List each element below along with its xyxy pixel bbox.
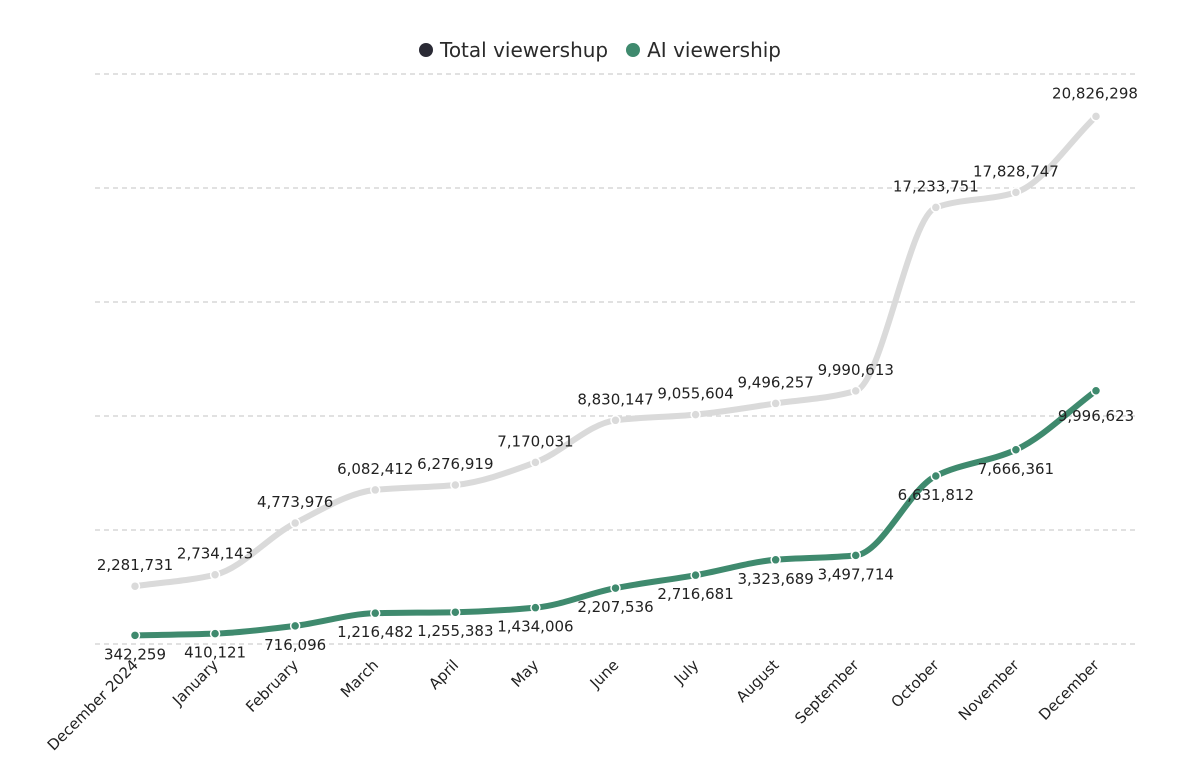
point-total[interactable] (209, 569, 221, 580)
point-total[interactable] (450, 479, 461, 491)
point-total[interactable] (690, 409, 701, 420)
point-total[interactable] (930, 202, 942, 213)
x-tick-label: January (168, 656, 222, 710)
data-label-total: 7,170,031 (497, 432, 573, 450)
point-ai[interactable] (1010, 444, 1022, 456)
point-ai[interactable] (690, 569, 701, 581)
data-label-total: 4,773,976 (257, 493, 333, 511)
x-tick-label: October (887, 656, 943, 712)
data-label-total: 8,830,147 (577, 390, 653, 408)
legend-item-total[interactable]: Total viewershup (419, 38, 608, 62)
data-label-total: 6,082,412 (337, 460, 413, 478)
legend-item-ai[interactable]: AI viewership (626, 38, 781, 62)
x-tick-label: March (337, 656, 382, 701)
point-ai[interactable] (289, 620, 301, 632)
x-axis-ticks: December 2024 January February March April Ma… (44, 656, 1104, 755)
data-label-total: 9,496,257 (737, 373, 813, 391)
legend-label-total: Total viewershup (440, 38, 609, 62)
x-tick-label: June (586, 656, 623, 693)
x-tick-label: July (670, 656, 703, 689)
data-label-ai: 6,631,812 (898, 486, 974, 504)
x-tick-label: December 2024 (44, 656, 142, 754)
legend: Total viewershup AI viewership (0, 38, 1200, 62)
data-label-ai: 716,096 (264, 636, 326, 654)
x-tick-label: April (425, 656, 462, 693)
point-total[interactable] (370, 484, 381, 496)
point-total[interactable] (289, 517, 301, 529)
data-label-ai: 1,216,482 (337, 623, 413, 641)
data-label-ai: 2,207,536 (577, 598, 653, 616)
data-label-ai: 3,323,689 (737, 570, 813, 588)
legend-label-ai: AI viewership (647, 38, 781, 62)
point-ai[interactable] (770, 554, 781, 566)
data-label-total: 20,826,298 (1052, 84, 1138, 102)
data-label-ai: 1,434,006 (497, 618, 573, 636)
data-label-total: 9,990,613 (818, 361, 894, 379)
legend-swatch-ai (626, 43, 641, 57)
x-tick-label: May (508, 656, 543, 691)
series-points (129, 111, 1102, 641)
data-label-ai: 3,497,714 (818, 565, 894, 583)
point-total[interactable] (850, 385, 861, 397)
x-tick-label: February (242, 656, 302, 716)
point-total[interactable] (770, 398, 781, 409)
data-label-total: 2,734,143 (177, 545, 253, 563)
x-tick-label: December (1035, 656, 1103, 724)
point-ai[interactable] (610, 582, 621, 594)
data-label-total: 9,055,604 (657, 385, 733, 403)
data-label-total: 17,828,747 (973, 162, 1059, 180)
point-total[interactable] (1010, 187, 1022, 198)
point-ai[interactable] (450, 606, 461, 618)
legend-swatch-total (419, 43, 433, 57)
point-total[interactable] (530, 457, 541, 468)
data-label-total: 17,233,751 (893, 177, 979, 195)
point-ai[interactable] (209, 628, 221, 639)
point-total[interactable] (610, 415, 621, 426)
point-ai[interactable] (530, 602, 541, 613)
point-ai[interactable] (129, 630, 141, 641)
grid (95, 73, 1137, 645)
data-label-ai: 410,121 (184, 644, 246, 662)
point-total[interactable] (1090, 111, 1102, 122)
point-ai[interactable] (370, 607, 381, 619)
data-label-ai: 2,716,681 (657, 585, 733, 603)
data-label-ai: 7,666,361 (978, 460, 1054, 478)
x-tick-label: August (733, 656, 783, 706)
data-label-total: 6,276,919 (417, 455, 493, 473)
x-tick-label: November (955, 656, 1023, 724)
x-tick-label: September (791, 656, 863, 728)
point-ai[interactable] (1090, 385, 1102, 397)
data-label-ai: 342,259 (104, 645, 166, 663)
point-total[interactable] (129, 580, 141, 592)
data-label-total: 2,281,731 (97, 556, 173, 574)
point-ai[interactable] (930, 470, 942, 482)
data-label-ai: 9,996,623 (1058, 407, 1134, 425)
data-label-ai: 1,255,383 (417, 622, 493, 640)
point-ai[interactable] (850, 550, 861, 561)
